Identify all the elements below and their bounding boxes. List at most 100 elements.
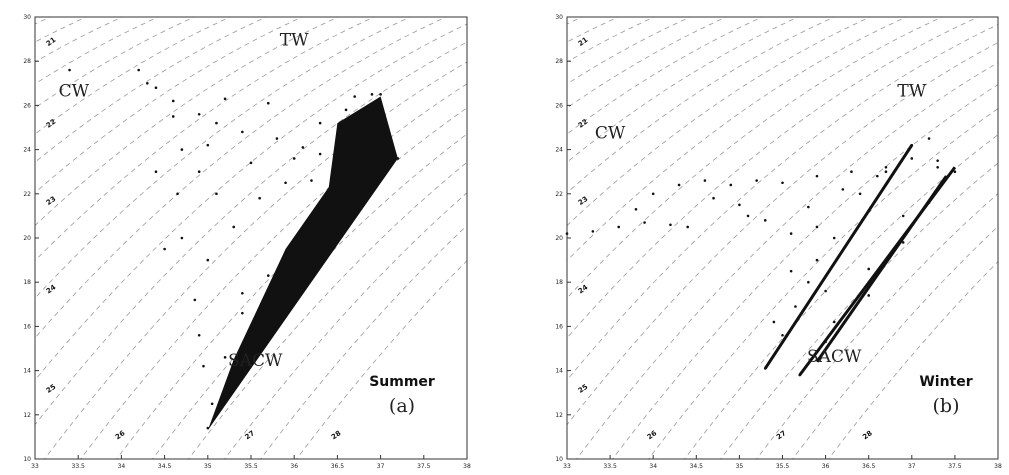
x-tick-label: 36.5	[331, 463, 345, 470]
y-tick-label: 14	[23, 368, 31, 375]
ts-data-point	[292, 245, 296, 249]
x-tick-label: 38	[994, 463, 1002, 470]
isopycnal-line	[35, 17, 412, 299]
ts-data-point	[241, 291, 244, 295]
y-tick-label: 10	[555, 456, 563, 463]
ts-data-point	[292, 157, 296, 160]
x-tick-label: 36.5	[862, 463, 876, 470]
ts-data-point	[953, 170, 957, 173]
ts-data-point	[910, 143, 914, 147]
isopycnal-line	[648, 108, 998, 459]
dense-ts-band	[207, 96, 398, 431]
ts-data-point	[755, 179, 758, 182]
isopycnal-line	[35, 17, 376, 262]
isopycnal-line	[567, 42, 998, 426]
x-tick-label: 37.5	[948, 463, 962, 470]
x-tick-label: 37.5	[417, 463, 431, 470]
y-tick-label: 22	[555, 191, 563, 198]
ts-data-point	[936, 159, 939, 162]
ts-data-point	[197, 333, 201, 337]
season-label: Winter	[919, 374, 972, 390]
x-tick-label: 34	[649, 463, 657, 470]
ts-data-point	[643, 221, 646, 224]
ts-data-point	[798, 373, 802, 377]
ts-data-point	[258, 196, 261, 200]
ts-data-point	[379, 165, 382, 169]
isopycnal-line	[35, 17, 52, 25]
ts-data-point	[884, 165, 888, 169]
isopycnal-line	[567, 17, 980, 339]
x-tick-label: 35	[204, 463, 212, 470]
ts-data-point	[824, 289, 827, 293]
x-tick-label: 36	[822, 463, 830, 470]
ts-data-point	[197, 112, 201, 116]
ts-data-point	[876, 174, 879, 178]
ts-data-point	[815, 174, 819, 178]
ts-data-point	[310, 179, 313, 182]
dense-ts-band	[815, 175, 948, 363]
ts-data-point	[275, 137, 279, 140]
isopycnal-label: 25	[577, 383, 590, 395]
x-tick-label: 33.5	[72, 463, 86, 470]
isopycnal-line	[567, 17, 872, 227]
summer-ts-panel: 33 33.5 34 34.5 35 35.5 36 36.5 37 37.5 38 10 12 14 16…	[0, 0, 471, 470]
y-tick-label: 18	[555, 279, 563, 286]
ts-data-point	[901, 214, 905, 218]
ts-data-point	[807, 280, 810, 284]
ts-data-point	[206, 143, 210, 147]
water-mass-label: CW	[595, 124, 626, 144]
isopycnal-line	[44, 61, 467, 459]
ts-data-point	[68, 68, 71, 72]
isopycnal-line	[35, 17, 448, 339]
isopycnal-label: 27	[244, 429, 257, 441]
isopycnal-line	[0, 0, 21, 469]
ts-data-point	[772, 320, 776, 324]
ts-data-point	[202, 364, 205, 368]
y-tick-label: 28	[23, 58, 31, 65]
isopycnal-line	[567, 24, 998, 381]
ts-data-point	[669, 223, 672, 227]
ts-data-point	[137, 68, 140, 72]
ts-data-point	[327, 210, 331, 213]
ts-data-point	[910, 157, 914, 160]
ts-data-point	[794, 305, 797, 308]
ts-data-point	[206, 258, 210, 262]
isopycnal-label: 28	[861, 429, 874, 441]
ts-data-point	[163, 247, 166, 251]
plot-frame	[566, 16, 999, 460]
ts-data-point	[379, 93, 382, 96]
isopycnal-line	[612, 84, 998, 459]
isopycnal-line	[296, 260, 467, 459]
isopycnal-line	[35, 41, 467, 426]
isopycnal-line	[188, 161, 467, 459]
x-tick-label: 35.5	[244, 463, 258, 470]
y-tick-label: 14	[555, 368, 563, 375]
y-tick-label: 12	[555, 412, 563, 419]
y-tick-label: 24	[23, 147, 31, 154]
isopycnal-line	[684, 134, 998, 459]
y-tick-label: 26	[23, 102, 31, 109]
y-tick-label: 20	[23, 235, 31, 242]
ts-data-point	[712, 196, 715, 200]
panel-label: (a)	[389, 395, 415, 417]
ts-data-point	[763, 367, 767, 370]
ts-data-point	[651, 192, 655, 196]
water-mass-label: CW	[59, 82, 90, 102]
ts-data-point	[789, 232, 793, 235]
ts-data-point	[171, 115, 175, 118]
x-tick-label: 33	[563, 463, 571, 470]
ts-data-point	[815, 258, 819, 262]
ts-data-point	[565, 232, 569, 235]
plot-frame	[34, 16, 468, 460]
isopycnal-label: 22	[577, 118, 590, 130]
y-tick-label: 22	[23, 191, 31, 198]
ts-data-point	[867, 294, 870, 297]
x-tick-label: 37	[377, 463, 385, 470]
ts-data-point	[927, 201, 931, 204]
ts-data-point	[176, 192, 179, 196]
ts-data-point	[703, 179, 707, 182]
ts-data-point	[154, 170, 158, 173]
ts-data-point	[789, 269, 793, 273]
